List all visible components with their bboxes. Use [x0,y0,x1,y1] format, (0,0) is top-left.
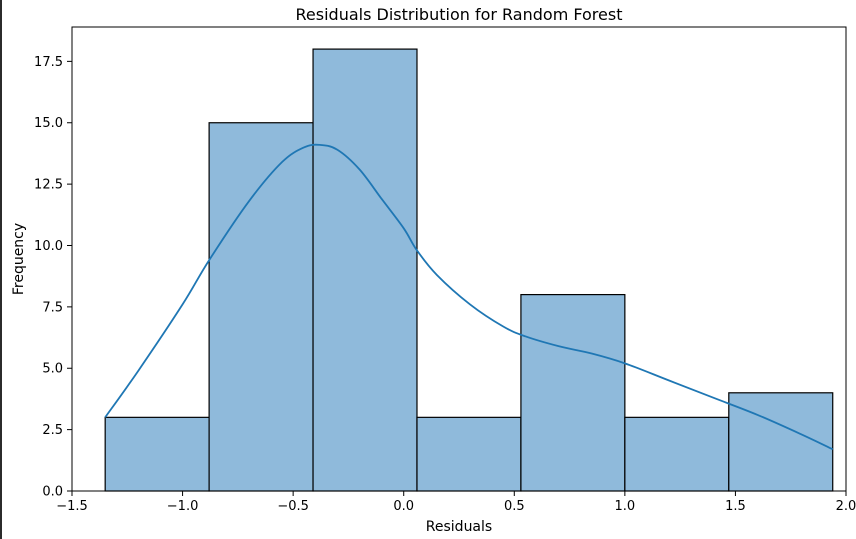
kde-curve [104,143,834,451]
y-tick-label: 15.0 [34,116,63,131]
y-tick-label: 10.0 [34,239,63,254]
plot-frame [71,26,847,492]
histogram-bar [624,416,730,492]
x-tick-label: −0.5 [277,499,309,514]
x-tick-label: 0.0 [393,499,414,514]
y-tick-label: 2.5 [42,423,63,438]
histogram-bar [104,416,210,492]
x-tick-label: 1.0 [615,499,636,514]
x-tick-label: 0.5 [504,499,525,514]
histogram-bar [208,122,314,492]
x-tick-label: 1.5 [725,499,746,514]
y-tick-label: 0.0 [42,485,63,500]
y-tick-label: 17.5 [34,55,63,70]
plot-area [72,27,846,491]
x-axis-ticks: −1.5 −1.0 −0.5 0.0 0.5 1.0 1.5 2.0 [56,491,856,514]
y-tick-label: 5.0 [42,362,63,377]
bars-group [104,48,834,492]
x-tick-label: 2.0 [836,499,856,514]
x-tick-label: −1.0 [167,499,199,514]
histogram-bar [520,293,626,492]
x-tick-label: −1.5 [56,499,88,514]
y-axis-label: Frequency [11,223,27,295]
y-tick-label: 7.5 [42,300,63,315]
histogram-bar [416,416,522,492]
y-tick-label: 12.5 [34,178,63,193]
y-axis-ticks: 0.0 2.5 5.0 7.5 10.0 12.5 15.0 17.5 [34,55,72,500]
x-axis-label: Residuals [426,519,492,535]
chart-title: Residuals Distribution for Random Forest [296,5,623,24]
window-edge [0,0,2,539]
histogram-bar [312,48,418,492]
